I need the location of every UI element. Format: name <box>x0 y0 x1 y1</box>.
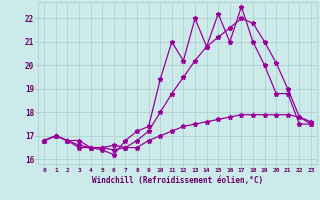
X-axis label: Windchill (Refroidissement éolien,°C): Windchill (Refroidissement éolien,°C) <box>92 176 263 185</box>
